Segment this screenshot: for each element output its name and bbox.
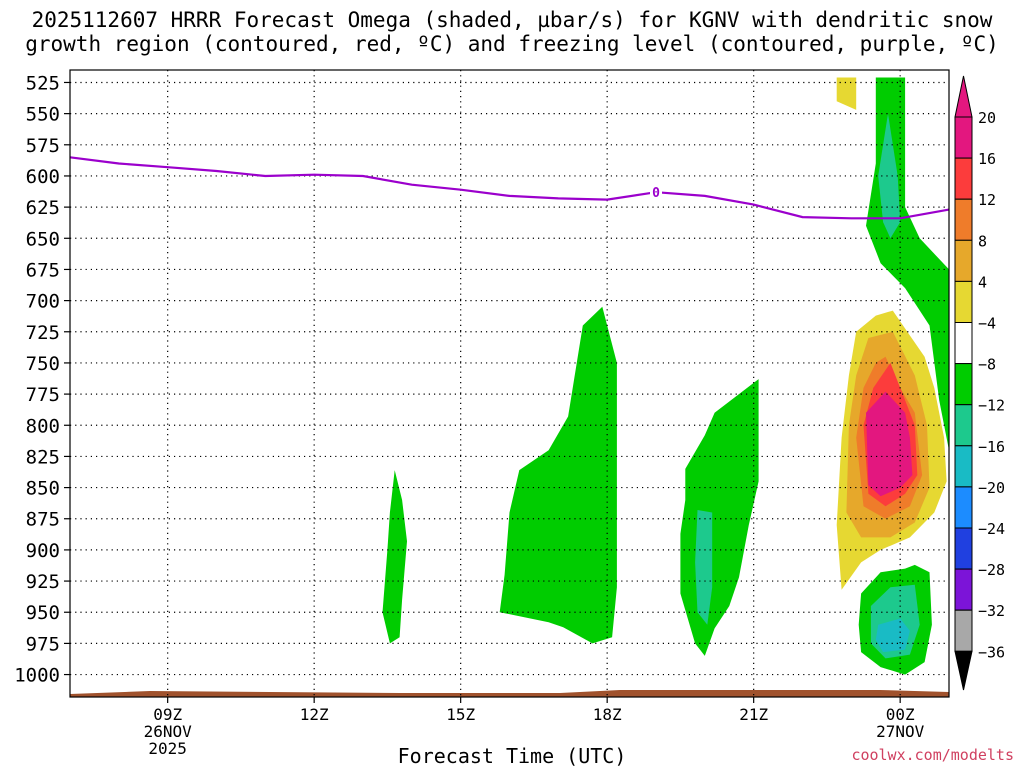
y-tick-label-600: 600	[26, 166, 60, 188]
x-tick-label-15Z: 15Z	[446, 705, 475, 724]
colorbar-label-11: −28	[978, 561, 1005, 579]
y-tick-label-850: 850	[26, 478, 60, 500]
y-tick-label-925: 925	[26, 571, 60, 593]
colorbar-top-arrow	[954, 75, 973, 118]
omega-region-0	[836, 77, 857, 110]
colorbar-label-4: 4	[978, 273, 987, 291]
colorbar-label-1: 16	[978, 150, 996, 168]
colorbar-label-12: −32	[978, 602, 1005, 620]
colorbar-label-7: −12	[978, 397, 1005, 415]
colorbar-label-3: 8	[978, 232, 987, 250]
y-tick-label-1000: 1000	[14, 665, 60, 687]
chart-title: 2025112607 HRRR Forecast Omega (shaded, …	[0, 8, 1024, 56]
freezing-level-label-bg	[650, 184, 662, 201]
omega-region-11	[866, 391, 913, 497]
omega-region-2	[878, 113, 901, 239]
y-tick-label-775: 775	[26, 384, 60, 406]
x-tick-label-21Z: 21Z	[739, 705, 768, 724]
y-tick-label-900: 900	[26, 540, 60, 562]
colorbar-swatch-2	[954, 198, 973, 241]
y-tick-label-975: 975	[26, 633, 60, 655]
freezing-level-line	[69, 156, 950, 220]
chart-title-line2: growth region (contoured, red, ºC) and f…	[25, 32, 999, 56]
y-tick-label-550: 550	[26, 104, 60, 126]
colorbar-swatch-9	[954, 486, 973, 529]
y-tick-label-875: 875	[26, 509, 60, 531]
colorbar: 20 16 12 8 4 −4 −8 −12 −16 −20 −24 −28 −32 −36	[954, 75, 1005, 691]
omega-region-6	[695, 510, 713, 625]
colorbar-label-2: 12	[978, 191, 996, 209]
colorbar-swatch-last	[954, 609, 973, 652]
omega-region-5	[680, 379, 759, 656]
x-axis-title: Forecast Time (UTC)	[397, 744, 627, 768]
x-tick-date-09Z: 26NOV	[144, 722, 193, 741]
colorbar-swatch-1	[954, 157, 973, 200]
y-axis: 525 550 575 600 625 650 675 700 725 750 775 800 825 8…	[14, 72, 70, 687]
colorbar-label-0: 20	[978, 109, 996, 127]
x-tick-label-12Z: 12Z	[300, 705, 329, 724]
y-tick-label-575: 575	[26, 135, 60, 157]
plot-frame-layer	[69, 69, 950, 698]
site-credit: coolwx.com/modelts	[851, 746, 1014, 764]
colorbar-swatch-7	[954, 404, 973, 447]
y-tick-label-525: 525	[26, 72, 60, 94]
colorbar-bottom-arrow	[954, 650, 973, 691]
y-tick-label-825: 825	[26, 446, 60, 468]
freezing-level-layer: 0	[69, 156, 950, 220]
omega-region-3	[382, 470, 407, 644]
colorbar-label-10: −24	[978, 520, 1005, 538]
colorbar-swatch-6	[954, 363, 973, 406]
freezing-level-label: 0	[652, 186, 660, 201]
colorbar-swatch-8	[954, 445, 973, 488]
colorbar-swatch-0	[954, 116, 973, 159]
x-tick-date-00Z: 27NOV	[876, 722, 925, 741]
ground-surface	[70, 690, 949, 697]
y-tick-label-675: 675	[26, 259, 60, 281]
grid-layer	[70, 70, 949, 697]
colorbar-label-5: −4	[978, 315, 996, 333]
colorbar-swatch-5	[954, 322, 973, 365]
colorbar-label-8: −16	[978, 438, 1005, 456]
x-tick-label-09Z: 09Z	[153, 705, 182, 724]
colorbar-label-6: −8	[978, 356, 996, 374]
chart-title-line1: 2025112607 HRRR Forecast Omega (shaded, …	[31, 8, 993, 32]
x-tick-year-09Z: 2025	[148, 739, 187, 758]
y-tick-label-725: 725	[26, 322, 60, 344]
colorbar-swatch-10	[954, 527, 973, 570]
y-tick-label-800: 800	[26, 415, 60, 437]
colorbar-label-9: −20	[978, 479, 1005, 497]
omega-region-14	[875, 618, 910, 653]
colorbar-swatch-3	[954, 239, 973, 282]
colorbar-label-13: −36	[978, 643, 1005, 661]
y-tick-label-625: 625	[26, 197, 60, 219]
colorbar-swatch-11	[954, 568, 973, 611]
x-tick-label-00Z: 00Z	[886, 705, 915, 724]
omega-region-4	[499, 306, 617, 644]
colorbar-swatch-4	[954, 280, 973, 323]
x-tick-label-18Z: 18Z	[593, 705, 622, 724]
y-tick-label-700: 700	[26, 291, 60, 313]
omega-shading-layer	[70, 77, 949, 697]
plot-frame	[69, 69, 950, 698]
y-tick-label-650: 650	[26, 228, 60, 250]
y-tick-label-750: 750	[26, 353, 60, 375]
y-tick-label-950: 950	[26, 602, 60, 624]
